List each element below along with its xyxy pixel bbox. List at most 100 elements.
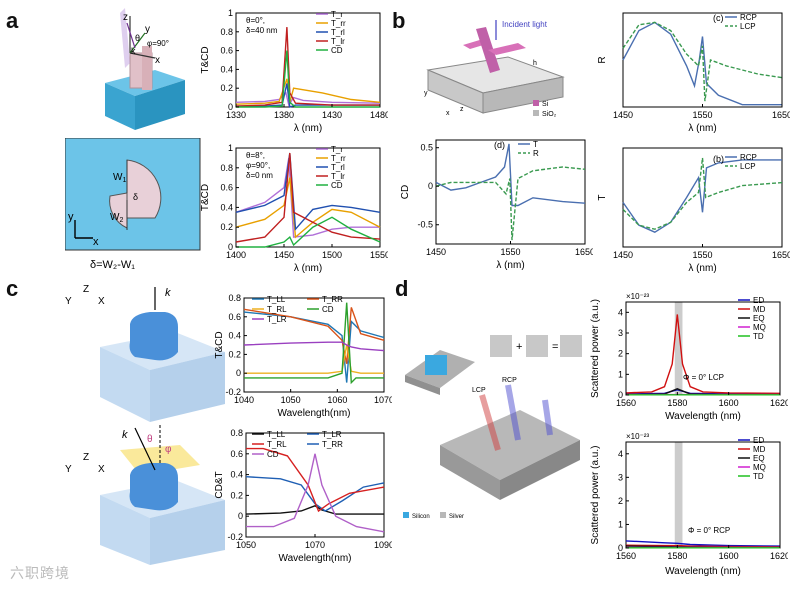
array-substrate-side (440, 445, 500, 500)
z-label: Z (83, 284, 89, 295)
series-cd (236, 50, 380, 108)
x-label: X (98, 464, 105, 475)
series-lcp (622, 21, 783, 102)
y-tick-label: 2 (618, 496, 623, 506)
legend-label: RCP (740, 153, 757, 162)
series-t-rr (243, 307, 385, 364)
x-tick-label: 1650 (575, 247, 593, 257)
substrate-right (482, 76, 564, 114)
y-tick-label: 0 (428, 181, 433, 191)
k-label: k (131, 46, 136, 56)
y-tick-label: 0.6 (220, 46, 233, 56)
y-tick-label: 0 (236, 368, 241, 378)
k-arrow (134, 427, 156, 471)
legend-label: MQ (753, 323, 766, 332)
legend-label: T_lr (331, 37, 345, 46)
y-tick-label: 0.4 (220, 64, 233, 74)
y-axis-label: T&CD (214, 331, 225, 358)
legend-label: CD (331, 46, 343, 55)
y-tick-label: 0.5 (420, 143, 433, 153)
y-axis-label: R (597, 56, 608, 63)
w1-label: W1 (113, 172, 126, 184)
x-tick-label: 1550 (692, 110, 712, 120)
legend-label: T_RL (267, 305, 287, 314)
y-tick-label: 0 (618, 390, 623, 400)
annotation: Φ = 0° RCP (688, 526, 730, 535)
chart-d1: 1560 1580 1600 1620 0 1 2 3 4 Wavelength (nm) Scat… (590, 292, 788, 422)
y-tick-label: 0.6 (228, 312, 241, 322)
substrate-left (105, 83, 135, 130)
incident-label: Incident light (502, 20, 548, 29)
y-tick-label: 0.8 (220, 163, 233, 173)
array-substrate-side2 (500, 440, 580, 500)
series-ed (625, 540, 781, 547)
legend-label: T_RL (267, 440, 287, 449)
phi-label: φ (165, 444, 172, 455)
y-axis-label: Scattered power (a.u.) (590, 299, 601, 398)
w2-label: W2 (110, 212, 123, 224)
x-label: x (446, 110, 450, 117)
annotation: θ=0°, (246, 16, 265, 25)
y-tick-label: -0.5 (417, 220, 433, 230)
series-cd (246, 453, 385, 533)
x-tick-label: 1580 (667, 398, 687, 408)
h-label: h (533, 60, 537, 67)
x-tick-label: 1050 (236, 540, 256, 550)
unit-cell-resonator (425, 355, 447, 375)
y-tick-label: 0.2 (220, 83, 233, 93)
annotation: θ=8°, (246, 151, 265, 160)
x-axis-label: Wavelength(nm) (278, 408, 351, 419)
y-tick-label: 0 (238, 511, 243, 521)
y-tick-label: 1 (228, 8, 233, 18)
theta-label: θ (147, 434, 153, 445)
x-axis-label: Wavelength(nm) (279, 553, 352, 564)
y-tick-label: 0.8 (228, 293, 241, 303)
series-rcp (622, 21, 782, 106)
delta-caption: δ=W₂-W₁ (90, 259, 135, 271)
x-tick-label: 1090 (374, 540, 392, 550)
chart-c2: 1050 1070 1090 -0.2 0 0.2 0.4 0.6 0.8 Wavelength(… (214, 428, 392, 564)
silicon-label: Silicon (412, 514, 430, 520)
y-tick-label: 0.8 (220, 27, 233, 37)
x-tick-label: 1430 (322, 110, 342, 120)
cross-arm3 (488, 43, 526, 55)
silicon-swatch (403, 512, 409, 518)
watermark: 六职跨境 (10, 566, 70, 582)
highlight-band (674, 302, 683, 395)
theta-label: θ (135, 33, 140, 43)
series-t-lr (245, 476, 385, 512)
x-tick-label: 1400 (226, 250, 246, 260)
legend-label: T_LR (322, 430, 342, 439)
incidence-plane (120, 8, 130, 68)
scale-label: ×10⁻²³ (626, 432, 649, 441)
legend-label: TD (753, 472, 764, 481)
k-label: k (122, 429, 128, 441)
sub-panel-label: (d) (494, 140, 505, 150)
y-tick-label: 2 (618, 349, 623, 359)
legend-label: T_LR (267, 315, 287, 324)
legend-label: T_RR (322, 295, 343, 304)
plus-sign: + (516, 341, 522, 353)
x-tick-label: 1580 (667, 551, 687, 561)
panel-label-d: d (395, 276, 409, 301)
array-substrate-top (440, 410, 580, 480)
y-tick-label: 0.4 (220, 202, 233, 212)
panel-label-a: a (6, 8, 19, 33)
annotation: φ=90°, (246, 161, 270, 170)
y-axis-label: Scattered power (a.u.) (590, 446, 601, 545)
legend-label: TD (753, 332, 764, 341)
x-tick-label: 1450 (274, 250, 294, 260)
equals-sign: = (552, 341, 558, 353)
y-tick-label: 3 (618, 472, 623, 482)
a-3d-schematic: z y x θ φ=90° k (105, 8, 185, 130)
substrate-right (150, 500, 225, 565)
unit-cell-side (405, 375, 440, 395)
series-cd (244, 302, 384, 385)
x-tick-label: 1500 (322, 250, 342, 260)
legend-label: T_RR (322, 440, 343, 449)
legend-label: ED (753, 296, 764, 305)
b-schematic: Incident light Si SiO₂ y x z h (424, 20, 565, 118)
si-swatch (533, 100, 539, 106)
resonator-upper (126, 159, 162, 219)
